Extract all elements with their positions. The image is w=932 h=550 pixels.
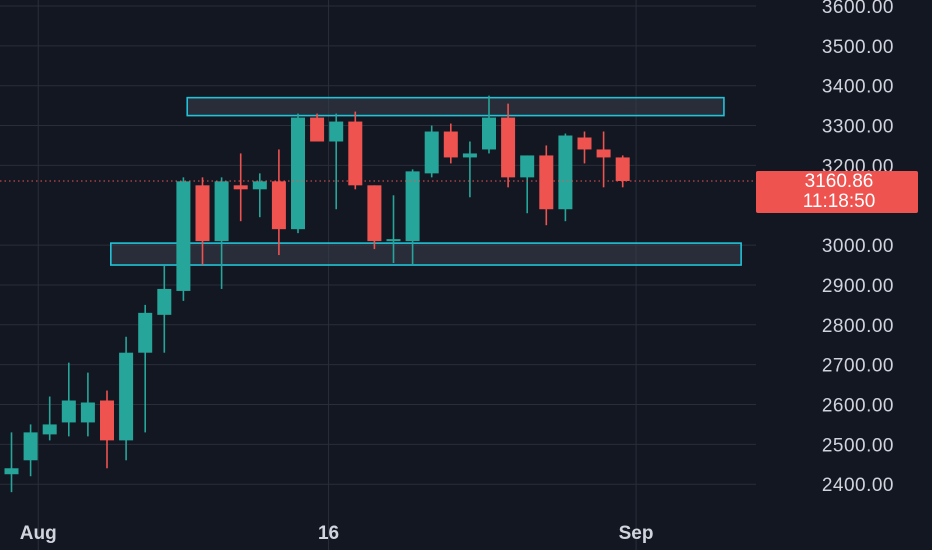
candle-body-up [424,131,439,174]
candle[interactable] [596,131,611,188]
resistance-zone[interactable] [186,96,725,117]
candle[interactable] [233,153,248,222]
candle-body-up [214,181,229,242]
candle-body-up [405,171,420,242]
candle-body-up [558,135,573,210]
candle-countdown-label: 11:18:50 [803,191,876,212]
candle[interactable] [61,362,76,437]
candle-body-down [501,117,516,178]
current-price-tag-bg [756,170,918,213]
candle[interactable] [42,396,57,441]
candle-body-up [4,468,19,475]
candle-body-down [310,117,325,142]
candle-body-up [23,432,38,461]
candle-body-up [176,181,191,291]
y-tick-label: 2800.00 [822,316,894,337]
candle[interactable] [291,113,305,234]
support-zone[interactable] [110,242,742,266]
candle-body-down [596,149,611,158]
candle-body-down [100,400,114,441]
candle[interactable] [405,169,420,266]
candle-body-down [367,185,382,242]
y-tick-label: 3000.00 [822,236,894,257]
candle-body-up [157,288,172,315]
candles[interactable] [4,95,630,493]
y-tick-label: 3500.00 [822,37,894,58]
candle[interactable] [157,265,172,353]
candle-body-up [386,239,401,242]
y-tick-label: 2900.00 [822,276,894,297]
x-tick-label: 16 [318,523,339,544]
candle-body-up [291,117,305,230]
y-tick-label: 2700.00 [822,356,894,377]
y-tick-label: 2400.00 [822,475,894,496]
y-tick-label: 2500.00 [822,435,894,456]
candle-body-up [482,117,496,150]
candle[interactable] [386,195,401,264]
candle[interactable] [482,95,496,154]
candle[interactable] [138,304,153,433]
candle[interactable] [100,390,114,469]
candle[interactable] [462,141,477,198]
candle-body-down [539,155,554,210]
x-tick-label: Sep [619,523,654,544]
candle[interactable] [271,149,286,256]
candle-body-up [329,121,344,142]
y-tick-label: 3600.00 [822,0,894,18]
candle[interactable] [329,113,344,210]
candle[interactable] [577,131,592,164]
candle[interactable] [119,336,134,461]
candle[interactable] [80,372,95,437]
y-tick-label: 2600.00 [822,396,894,417]
candle-body-down [233,185,248,190]
candle-body-up [462,153,477,158]
candle[interactable] [558,133,573,222]
x-axis[interactable]: Aug 16 Sep [20,523,654,544]
candle-body-up [80,402,95,423]
candle[interactable] [539,145,554,226]
candle[interactable] [23,424,38,477]
grid [0,0,756,550]
x-tick-label: Aug [20,523,57,544]
candle-body-up [42,424,57,435]
candle-body-down [443,131,458,158]
candle[interactable] [195,177,210,266]
current-price-label: 3160.86 [805,171,874,192]
candle-body-down [615,157,630,181]
y-tick-label: 3400.00 [822,77,894,98]
candle[interactable] [214,177,229,289]
candle[interactable] [501,103,516,188]
candle-body-down [577,137,592,150]
candle-body-up [61,400,76,423]
candle[interactable] [424,125,439,178]
candle[interactable] [443,123,458,164]
candle-body-up [119,352,134,441]
y-tick-label: 3300.00 [822,117,894,138]
candle[interactable] [520,155,535,214]
candle-body-down [271,181,286,230]
candle-body-down [348,121,363,186]
candle[interactable] [176,177,191,301]
candle[interactable] [310,113,325,142]
candle[interactable] [615,155,630,188]
candle-body-down [195,185,210,242]
candle[interactable] [252,173,267,218]
candle-body-up [252,181,267,190]
candle[interactable] [367,185,382,250]
candle[interactable] [348,111,363,190]
candle-body-up [138,312,153,353]
y-axis[interactable]: 2400.00 2500.00 2600.00 2700.00 2800.00 2900.… [822,0,894,496]
candle[interactable] [4,432,19,493]
candle-body-up [520,155,535,178]
zones[interactable] [110,96,742,266]
current-price-tag: 3160.86 11:18:50 [756,170,918,213]
